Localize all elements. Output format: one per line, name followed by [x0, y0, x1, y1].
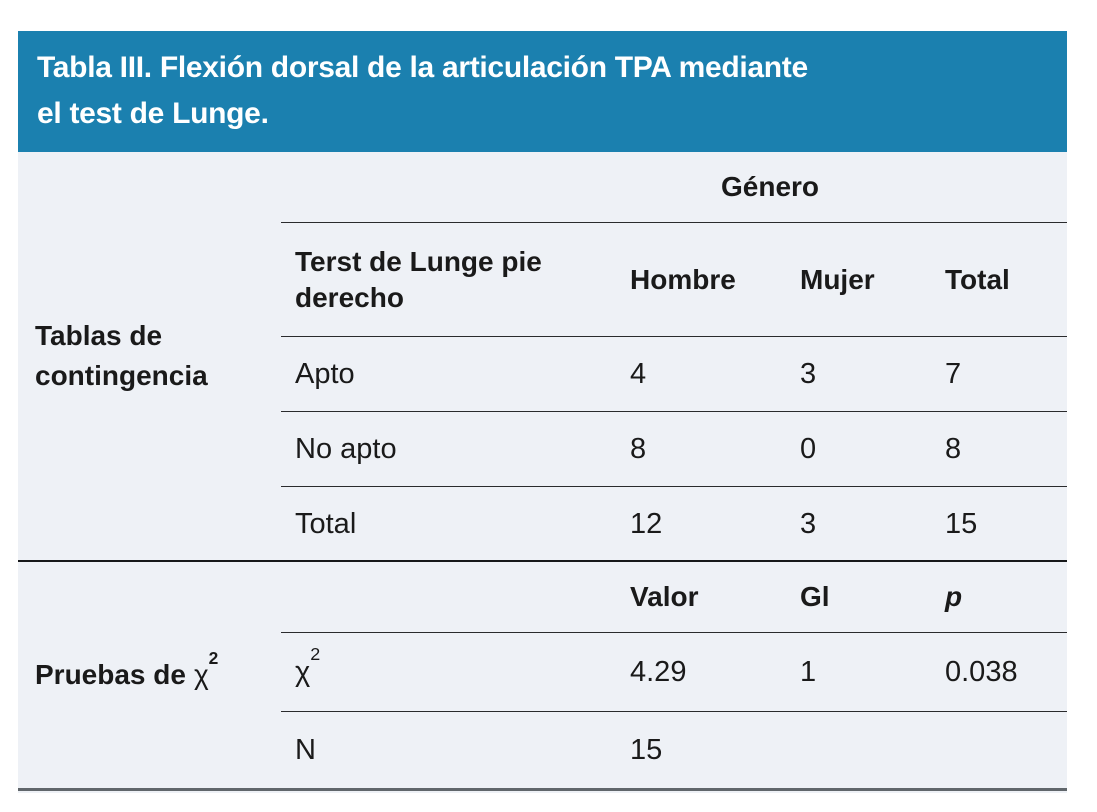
- cell-value: 1: [800, 656, 817, 688]
- table-card: Tabla III. Flexión dorsal de la articula…: [18, 31, 1067, 793]
- table-body: Tablas de contingencia Género Terst de L…: [18, 152, 1067, 793]
- table-title-bar: Tabla III. Flexión dorsal de la articula…: [18, 31, 1067, 152]
- cell-value: 12: [630, 507, 663, 540]
- cell-value: 4.29: [630, 656, 687, 688]
- column-header-rowlabel: Terst de Lunge pie derecho: [295, 245, 542, 313]
- group-header-row: Género: [281, 152, 1067, 223]
- contingency-section: Tablas de contingencia Género Terst de L…: [18, 152, 1067, 562]
- group-header-spacer: [281, 152, 628, 222]
- stat-header-spacer: [281, 562, 628, 632]
- column-header-row: Terst de Lunge pie derecho Hombre Mujer …: [281, 223, 1067, 337]
- stat-header-valor: Valor: [630, 581, 699, 612]
- cell-value: [798, 712, 943, 788]
- cell-value: [943, 712, 1067, 788]
- column-header-hombre: Hombre: [630, 263, 736, 295]
- contingency-section-label: Tablas de contingencia: [35, 320, 208, 391]
- cell-value: 3: [800, 358, 817, 390]
- table-title-line2: el test de Lunge.: [37, 97, 269, 130]
- cell-value: 7: [945, 358, 962, 390]
- cell-value: 4: [630, 358, 647, 390]
- row-label-n: N: [295, 734, 316, 766]
- chi-square-table: Valor Gl p χ2 4.29 1 0.038 N 15: [281, 562, 1067, 788]
- table-row-chi2: χ2 4.29 1 0.038: [281, 633, 1067, 712]
- column-header-mujer: Mujer: [800, 263, 875, 295]
- cell-value: 3: [800, 507, 817, 540]
- cell-value: 15: [630, 734, 663, 766]
- cell-value: 15: [945, 507, 978, 540]
- cell-value: 8: [630, 433, 647, 465]
- row-label: Apto: [295, 358, 355, 390]
- chi-square-section-label: Pruebas de χ2: [35, 648, 219, 690]
- row-label-chi2: χ2: [295, 644, 321, 688]
- column-header-total: Total: [945, 263, 1010, 295]
- stat-header-row: Valor Gl p: [281, 562, 1067, 633]
- table-row-n: N 15: [281, 712, 1067, 788]
- chi-square-section: Pruebas de χ2 Valor Gl p χ2 4.29 1 0.038: [18, 562, 1067, 791]
- table-row-apto: Apto 4 3 7: [281, 337, 1067, 412]
- stat-header-gl: Gl: [800, 581, 830, 612]
- row-label: Total: [295, 507, 357, 540]
- stat-header-p: p: [945, 581, 963, 612]
- cell-value: 0: [800, 433, 817, 465]
- table-title-line1: Tabla III. Flexión dorsal de la articula…: [37, 51, 808, 84]
- table-row-total: Total 12 3 15: [281, 487, 1067, 560]
- chi-symbol: χ: [193, 659, 209, 690]
- table-row-no-apto: No apto 8 0 8: [281, 412, 1067, 487]
- cell-value: 0.038: [945, 656, 1018, 688]
- cell-value: 8: [945, 433, 962, 465]
- contingency-table: Género Terst de Lunge pie derecho Hombre…: [281, 152, 1067, 560]
- group-header-genero: Género: [720, 171, 820, 202]
- row-label: No apto: [295, 433, 397, 465]
